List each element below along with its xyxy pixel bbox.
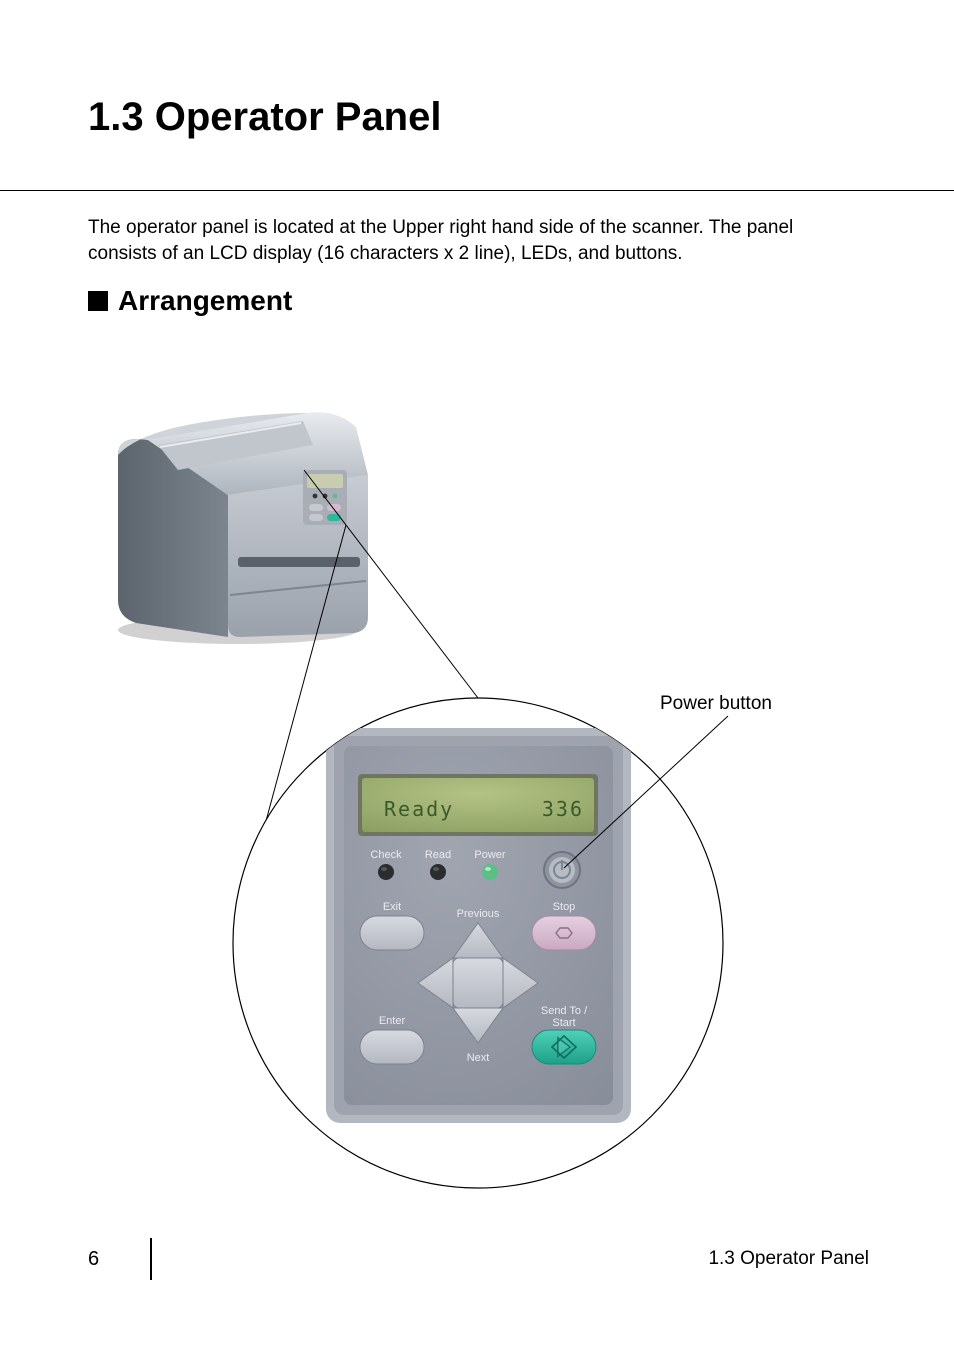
square-bullet-icon bbox=[88, 291, 108, 311]
footer-section-label: 1.3 Operator Panel bbox=[708, 1248, 869, 1270]
led-power-icon bbox=[482, 864, 498, 880]
intro-paragraph: The operator panel is located at the Upp… bbox=[88, 215, 858, 266]
stop-button-label: Stop bbox=[553, 901, 576, 913]
led-read-icon bbox=[430, 864, 446, 880]
led-check-icon bbox=[378, 864, 394, 880]
lcd-text-left: Ready bbox=[384, 797, 454, 821]
stop-button bbox=[532, 916, 596, 950]
start-button-label-2: Start bbox=[552, 1017, 575, 1029]
led-check-label: Check bbox=[370, 849, 402, 861]
power-button bbox=[544, 852, 580, 888]
horizontal-rule bbox=[0, 190, 954, 191]
dpad-next-label: Next bbox=[467, 1052, 490, 1064]
page-number: 6 bbox=[88, 1248, 99, 1271]
start-button-label-1: Send To / bbox=[541, 1005, 588, 1017]
scanner-illustration bbox=[118, 412, 368, 644]
enter-button bbox=[360, 1030, 424, 1064]
dpad-previous-label: Previous bbox=[457, 908, 500, 920]
page-title: 1.3 Operator Panel bbox=[88, 95, 441, 140]
exit-button-label: Exit bbox=[383, 901, 401, 913]
led-power-label: Power bbox=[474, 849, 506, 861]
start-button bbox=[532, 1030, 596, 1064]
operator-panel-detail: Ready 336 Check Read Power bbox=[326, 728, 631, 1123]
subheading-arrangement: Arrangement bbox=[88, 285, 292, 317]
arrangement-diagram: Ready 336 Check Read Power bbox=[88, 370, 868, 1200]
enter-button-label: Enter bbox=[379, 1015, 406, 1027]
lcd-display: Ready 336 bbox=[358, 774, 598, 836]
subheading-text: Arrangement bbox=[118, 285, 292, 317]
led-read-label: Read bbox=[425, 849, 451, 861]
lcd-text-right: 336 bbox=[542, 797, 584, 821]
exit-button bbox=[360, 916, 424, 950]
footer-divider bbox=[150, 1238, 152, 1280]
